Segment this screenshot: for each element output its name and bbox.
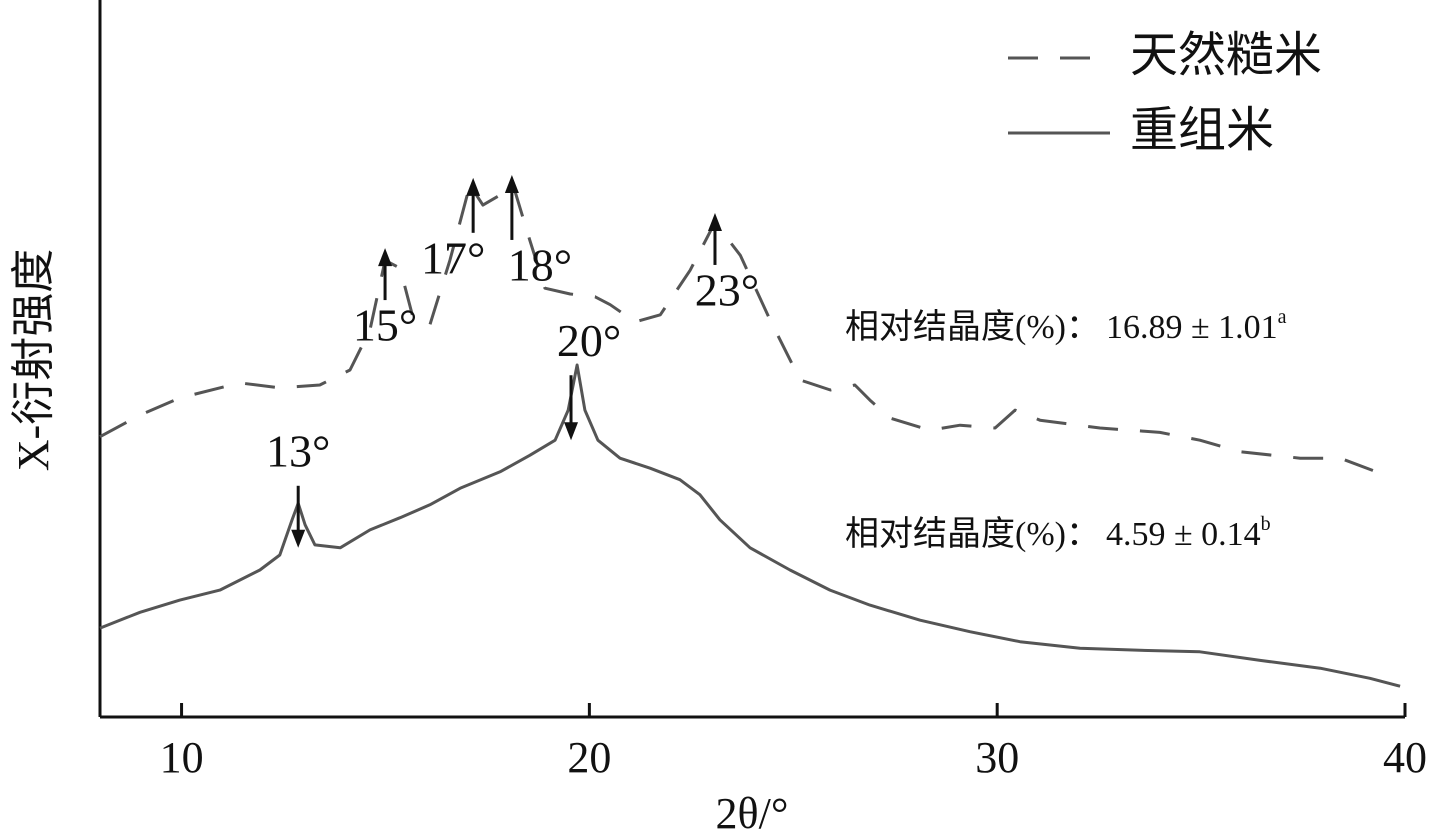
- annotation-label: 23°: [695, 265, 759, 316]
- legend-label: 天然糙米: [1130, 29, 1322, 82]
- legend-label: 重组米: [1130, 104, 1274, 157]
- crystallinity-value: 4.59 ± 0.14: [1106, 516, 1261, 553]
- series-line: [99, 363, 1401, 688]
- crystallinity-value: 16.89 ± 1.01: [1106, 309, 1278, 346]
- crystallinity-label: 相对结晶度(%)：: [845, 515, 1100, 553]
- arrow-head: [378, 248, 393, 267]
- arrow-head: [466, 177, 481, 196]
- arrow-head: [564, 422, 579, 441]
- x-tick-label: 30: [975, 733, 1019, 782]
- series-line: [99, 183, 1381, 475]
- crystallinity-note: 相对结晶度(%)： 4.59 ± 0.14b: [845, 513, 1271, 553]
- annotation-label: 13°: [266, 425, 330, 476]
- arrow-head: [291, 529, 306, 548]
- crystallinity-label: 相对结晶度(%)：: [845, 308, 1100, 346]
- arrow-head: [504, 174, 519, 193]
- crystallinity-note: 相对结晶度(%)： 16.89 ± 1.01a: [845, 306, 1287, 346]
- x-tick-label: 20: [567, 733, 611, 782]
- arrow-head: [707, 212, 722, 231]
- y-axis-label: X-衍射强度: [9, 249, 58, 471]
- annotation-label: 15°: [353, 300, 417, 351]
- x-tick-label: 40: [1383, 733, 1427, 782]
- crystallinity-superscript: a: [1278, 306, 1287, 328]
- x-tick-label: 10: [160, 733, 204, 782]
- x-axis-label: 2θ/°: [716, 789, 789, 838]
- crystallinity-superscript: b: [1261, 513, 1271, 535]
- annotation-label: 17°: [421, 232, 485, 283]
- annotation-label: 18°: [508, 240, 572, 291]
- annotation-label: 20°: [557, 315, 621, 366]
